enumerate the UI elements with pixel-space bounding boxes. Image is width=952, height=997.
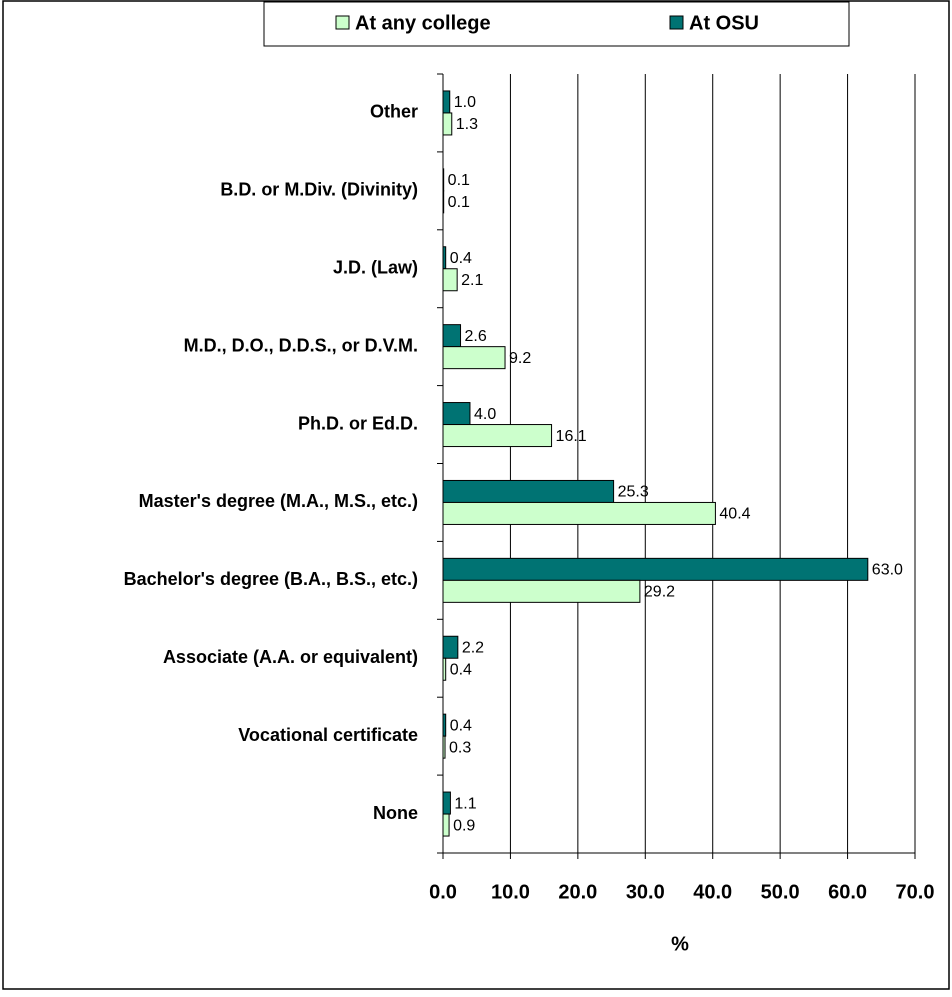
value-label: 2.1 <box>461 272 483 289</box>
x-tick-label: 60.0 <box>828 881 867 903</box>
value-label: 9.2 <box>509 350 531 367</box>
value-label: 1.0 <box>454 94 476 111</box>
bar <box>442 557 869 581</box>
bar <box>442 168 445 192</box>
bar <box>442 402 471 426</box>
x-tick-label: 30.0 <box>626 881 665 903</box>
legend-swatch <box>669 15 684 30</box>
legend-label: At any college <box>355 12 491 34</box>
category-label: Vocational certificate <box>238 725 418 745</box>
value-label: 4.0 <box>474 406 496 423</box>
bar <box>442 791 451 815</box>
bar <box>442 112 453 136</box>
value-label: 0.1 <box>448 194 470 211</box>
bar <box>442 657 447 681</box>
bar <box>442 90 451 114</box>
category-label: Master's degree (M.A., M.S., etc.) <box>139 491 418 511</box>
category-label: Bachelor's degree (B.A., B.S., etc.) <box>124 569 418 589</box>
category-label: J.D. (Law) <box>333 258 418 278</box>
value-label: 1.3 <box>456 116 478 133</box>
value-label: 0.1 <box>448 172 470 189</box>
value-label: 40.4 <box>719 506 750 523</box>
x-tick-label: 10.0 <box>491 881 530 903</box>
bar <box>442 713 447 737</box>
legend-label: At OSU <box>689 12 759 34</box>
category-label: M.D., D.O., D.D.S., or D.V.M. <box>184 335 418 355</box>
value-label: 16.1 <box>556 428 587 445</box>
bar <box>442 346 506 370</box>
bar <box>442 813 450 837</box>
value-label: 0.4 <box>450 250 472 267</box>
bar <box>442 501 716 525</box>
value-label: 29.2 <box>644 584 675 601</box>
x-tick-label: 20.0 <box>558 881 597 903</box>
value-label: 2.6 <box>465 328 487 345</box>
x-tick-label: 70.0 <box>896 881 935 903</box>
category-label: Ph.D. or Ed.D. <box>298 413 418 433</box>
bar <box>442 635 459 659</box>
bar <box>442 479 615 503</box>
legend-swatch <box>335 15 350 30</box>
bar <box>442 268 458 292</box>
legend-box <box>263 1 850 47</box>
value-label: 1.1 <box>454 795 476 812</box>
value-label: 2.2 <box>462 639 484 656</box>
category-label: Other <box>370 102 418 122</box>
value-label: 25.3 <box>618 484 649 501</box>
x-tick-label: 40.0 <box>693 881 732 903</box>
x-tick-label: 0.0 <box>429 881 457 903</box>
x-axis-label: % <box>671 933 689 955</box>
value-label: 0.3 <box>449 739 471 756</box>
bar <box>442 324 462 348</box>
value-label: 0.9 <box>453 817 475 834</box>
x-tick-label: 50.0 <box>761 881 800 903</box>
bar <box>442 190 445 214</box>
value-label: 63.0 <box>872 562 903 579</box>
bar <box>442 579 641 603</box>
value-label: 0.4 <box>450 717 472 734</box>
category-label: None <box>373 803 418 823</box>
category-label: B.D. or M.Div. (Divinity) <box>220 180 418 200</box>
category-label: Associate (A.A. or equivalent) <box>163 647 418 667</box>
bar <box>442 246 447 270</box>
value-label: 0.4 <box>450 661 472 678</box>
bar <box>442 424 553 448</box>
bar <box>442 735 446 759</box>
